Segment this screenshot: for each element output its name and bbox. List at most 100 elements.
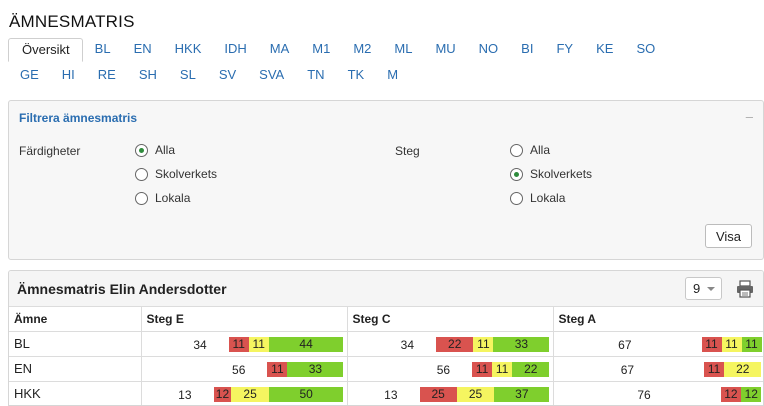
tab-sv[interactable]: SV (218, 67, 237, 82)
green-segment: 11 (741, 336, 762, 352)
steps-label: Steg (395, 144, 420, 158)
tab-fy[interactable]: FY (556, 41, 574, 56)
page-size-value: 9 (693, 281, 701, 296)
step-total: 67 (618, 337, 632, 352)
yellow-segment: 22 (724, 361, 762, 377)
minus-icon[interactable]: – (745, 109, 753, 124)
tab-ma[interactable]: MA (269, 41, 290, 56)
skills-radio-label: Skolverkets (155, 167, 218, 181)
filter-panel: Filtrera ämnesmatris – Färdigheter Alla S… (8, 100, 764, 260)
red-segment: 25 (419, 386, 457, 402)
tab-sva[interactable]: SVA (259, 67, 285, 82)
skills-radio-label: Alla (155, 143, 176, 157)
green-segment: 37 (494, 386, 550, 402)
steps-radio-skolverkets[interactable]: Skolverkets (510, 167, 592, 181)
skills-radio-alla[interactable]: Alla (135, 143, 175, 157)
tab-tn[interactable]: TN (307, 67, 325, 82)
tab-en[interactable]: EN (133, 41, 152, 56)
radio-circle-icon[interactable] (135, 167, 148, 181)
progress-bars: 25 25 37 (419, 386, 550, 402)
red-segment: 12 (720, 386, 742, 402)
skills-label: Färdigheter (19, 144, 81, 158)
tab-hi[interactable]: HI (61, 67, 75, 82)
column-header-steg-e: Steg E (141, 307, 348, 332)
table-row: BL 34 11 11 44 34 22 11 33 67 11 11 11 (9, 331, 763, 357)
tab-idh[interactable]: IDH (224, 41, 247, 56)
steps-radio-alla[interactable]: Alla (510, 143, 550, 157)
tab-re[interactable]: RE (97, 67, 116, 82)
tab-so[interactable]: SO (636, 41, 656, 56)
tab-ml[interactable]: ML (394, 41, 413, 56)
tab-row-1: Översikt BL EN HKK IDH MA M1 M2 ML MU NO BI FY KE SO (8, 38, 760, 62)
step-cell: 34 11 11 44 (141, 331, 348, 357)
step-total: 34 (193, 337, 207, 352)
yellow-segment: 11 (248, 336, 269, 352)
steps-radio-lokala[interactable]: Lokala (510, 191, 565, 205)
yellow-segment: 11 (492, 361, 513, 377)
steps-radio-label: Alla (530, 143, 551, 157)
tab-m2[interactable]: M2 (353, 41, 372, 56)
red-segment: 22 (436, 336, 474, 352)
tab-row-2: GE HI RE SH SL SV SVA TN TK M (8, 64, 760, 88)
tab-bl[interactable]: BL (94, 41, 111, 56)
table-row: HKK 13 12 25 50 13 25 25 37 76 12 12 (9, 381, 763, 405)
tab-hkk[interactable]: HKK (174, 41, 202, 56)
filter-panel-title[interactable]: Filtrera ämnesmatris (19, 111, 138, 125)
show-button[interactable]: Visa (705, 224, 752, 248)
matrix-title: Ämnesmatris Elin Andersdotter (17, 281, 227, 297)
page-size-select[interactable]: 9 (685, 277, 722, 300)
step-total: 13 (384, 387, 398, 402)
step-cell: 67 11 11 11 (553, 331, 763, 357)
step-total: 67 (620, 362, 635, 377)
matrix-table: Ämne Steg E Steg C Steg A BL 34 11 11 44 34 22 11 3… (9, 307, 763, 405)
green-segment: 50 (268, 386, 344, 402)
tab-ke[interactable]: KE (596, 41, 614, 56)
step-total: 13 (178, 387, 192, 402)
step-cell: 34 22 11 33 (347, 331, 554, 357)
radio-circle-icon[interactable] (510, 191, 523, 205)
green-segment: 12 (741, 386, 762, 402)
tab-m[interactable]: M (387, 67, 399, 82)
tab-ge[interactable]: GE (20, 67, 39, 82)
radio-circle-icon[interactable] (135, 191, 148, 205)
steps-radio-label: Lokala (530, 191, 566, 205)
tab-no[interactable]: NO (478, 41, 499, 56)
radio-circle-icon[interactable] (510, 167, 523, 181)
matrix-panel: Ämnesmatris Elin Andersdotter 9 Ämne Steg… (8, 270, 764, 406)
tab-tk[interactable]: TK (347, 67, 365, 82)
matrix-header: Ämnesmatris Elin Andersdotter 9 (9, 271, 763, 307)
radio-circle-icon[interactable] (510, 143, 523, 157)
step-total: 34 (400, 337, 414, 352)
steps-radio-label: Skolverkets (530, 167, 593, 181)
red-segment: 11 (704, 361, 725, 377)
tab-mu[interactable]: MU (435, 41, 456, 56)
step-total: 76 (637, 387, 651, 402)
tab-översikt[interactable]: Översikt (8, 38, 83, 62)
tab-sh[interactable]: SH (138, 67, 157, 82)
caret-down-icon (707, 287, 715, 291)
progress-bars: 11 11 44 (228, 336, 344, 352)
skills-radio-lokala[interactable]: Lokala (135, 191, 190, 205)
column-header-steg-c: Steg C (347, 307, 554, 332)
radio-circle-icon[interactable] (135, 143, 148, 157)
tab-bi[interactable]: BI (521, 41, 534, 56)
tab-sl[interactable]: SL (179, 67, 196, 82)
progress-bars: 12 12 (720, 386, 762, 402)
yellow-segment: 11 (721, 336, 742, 352)
yellow-segment: 25 (231, 386, 269, 402)
step-cell: 13 12 25 50 (141, 381, 348, 405)
progress-bars: 12 25 50 (213, 386, 344, 402)
printer-icon[interactable] (736, 280, 754, 298)
subject-name: EN (9, 356, 142, 382)
green-segment: 33 (287, 361, 344, 377)
red-segment: 11 (267, 361, 288, 377)
red-segment: 11 (472, 361, 493, 377)
tab-m1[interactable]: M1 (312, 41, 331, 56)
skills-radio-skolverkets[interactable]: Skolverkets (135, 167, 217, 181)
step-cell: 56 11 33 (141, 356, 348, 382)
subject-tabs: Översikt BL EN HKK IDH MA M1 M2 ML MU NO BI FY KE SO G… (8, 38, 760, 90)
skills-radio-label: Lokala (155, 191, 191, 205)
red-segment: 11 (701, 336, 722, 352)
column-header-ämne: Ämne (9, 307, 142, 332)
page-title: ÄMNESMATRIS (9, 12, 135, 31)
